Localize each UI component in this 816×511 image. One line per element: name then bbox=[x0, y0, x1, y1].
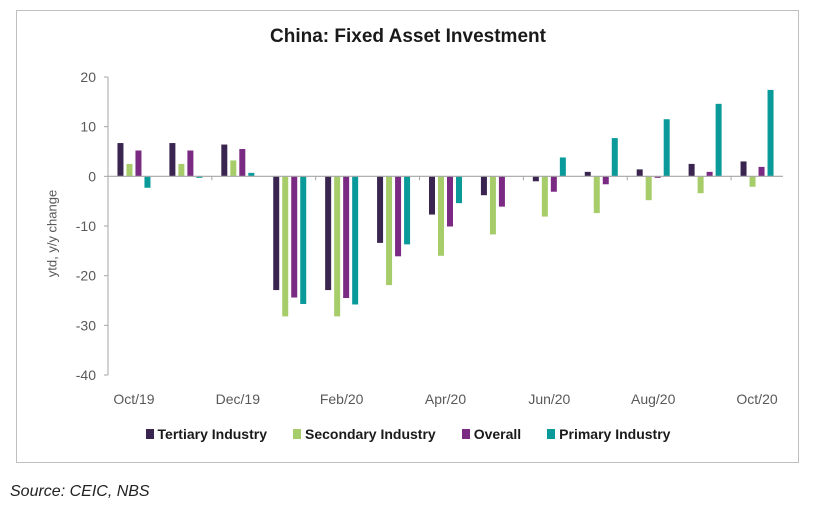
bar-secondary-industry bbox=[334, 176, 341, 317]
x-tick-label: Oct/19 bbox=[113, 391, 154, 407]
legend-swatch bbox=[461, 429, 470, 439]
bar-tertiary-industry bbox=[325, 176, 332, 291]
x-tick-label: Oct/20 bbox=[736, 391, 777, 407]
x-tick-label: Dec/19 bbox=[216, 391, 261, 407]
bar-tertiary-industry bbox=[480, 176, 487, 196]
x-tick-label: Feb/20 bbox=[320, 391, 364, 407]
bar-tertiary-industry bbox=[117, 143, 124, 177]
bar-primary-industry bbox=[196, 176, 203, 178]
y-tick-label: -30 bbox=[76, 317, 96, 333]
bar-overall bbox=[758, 166, 765, 177]
bar-overall bbox=[498, 176, 505, 207]
bar-secondary-industry bbox=[749, 176, 756, 187]
bar-tertiary-industry bbox=[273, 176, 280, 291]
y-tick-label: -10 bbox=[76, 218, 96, 234]
bar-overall bbox=[602, 176, 609, 185]
legend-swatch bbox=[145, 429, 154, 439]
bar-tertiary-industry bbox=[169, 143, 176, 177]
bar-overall bbox=[447, 176, 453, 227]
legend-item: Primary Industry bbox=[547, 426, 670, 442]
bar-overall bbox=[550, 176, 557, 192]
y-tick-label: 20 bbox=[80, 69, 96, 85]
x-tick-label: Apr/20 bbox=[425, 391, 466, 407]
bar-primary-industry bbox=[663, 119, 670, 177]
bar-overall bbox=[135, 150, 142, 177]
chart-title: China: Fixed Asset Investment bbox=[270, 26, 546, 47]
bar-overall bbox=[343, 176, 350, 299]
legend-swatch bbox=[547, 429, 556, 439]
y-tick-label: 0 bbox=[88, 168, 96, 184]
bar-tertiary-industry bbox=[740, 161, 747, 177]
bar-secondary-industry bbox=[126, 163, 133, 177]
bar-tertiary-industry bbox=[584, 171, 591, 177]
legend-label: Primary Industry bbox=[559, 426, 671, 442]
bar-secondary-industry bbox=[541, 176, 548, 217]
bar-primary-industry bbox=[611, 138, 618, 177]
bar-secondary-industry bbox=[282, 176, 289, 317]
legend-item: Tertiary Industry bbox=[145, 426, 267, 442]
bar-tertiary-industry bbox=[688, 163, 695, 177]
legend-label: Secondary Industry bbox=[304, 426, 436, 442]
x-tick-label: Jun/20 bbox=[528, 391, 570, 407]
legend-item: Secondary Industry bbox=[292, 426, 436, 442]
x-tick-label: Aug/20 bbox=[631, 391, 676, 407]
legend-label: Overall bbox=[473, 426, 522, 442]
bar-primary-industry bbox=[144, 176, 151, 188]
bar-primary-industry bbox=[456, 176, 462, 204]
bar-primary-industry bbox=[352, 176, 359, 305]
legend-item: Overall bbox=[461, 426, 522, 442]
bar-secondary-industry bbox=[645, 176, 652, 201]
legend: Tertiary Industry Secondary Industry Overa… bbox=[0, 426, 816, 442]
bar-tertiary-industry bbox=[377, 176, 384, 243]
bar-overall bbox=[654, 176, 661, 178]
bar-secondary-industry bbox=[230, 160, 237, 177]
bar-secondary-industry bbox=[438, 176, 444, 256]
bar-primary-industry bbox=[248, 172, 255, 177]
source-note: Source: CEIC, NBS bbox=[10, 483, 150, 500]
bar-tertiary-industry bbox=[636, 169, 643, 177]
bar-overall bbox=[291, 176, 298, 298]
y-tick-label: -40 bbox=[76, 367, 96, 383]
bar-overall bbox=[706, 171, 713, 177]
y-tick-label: 10 bbox=[80, 119, 96, 135]
bar-overall bbox=[187, 150, 194, 177]
chart-frame bbox=[16, 10, 799, 463]
bar-secondary-industry bbox=[697, 176, 704, 194]
bar-primary-industry bbox=[559, 157, 566, 177]
bar-primary-industry bbox=[767, 89, 774, 177]
bar-tertiary-industry bbox=[429, 176, 435, 215]
legend-label: Tertiary Industry bbox=[157, 426, 267, 442]
bar-overall bbox=[395, 176, 402, 257]
bar-secondary-industry bbox=[489, 176, 496, 235]
legend-swatch bbox=[292, 429, 301, 439]
bar-secondary-industry bbox=[593, 176, 600, 214]
bar-secondary-industry bbox=[386, 176, 393, 286]
bar-tertiary-industry bbox=[532, 176, 539, 182]
y-tick-label: -20 bbox=[76, 268, 96, 284]
bar-primary-industry bbox=[404, 176, 411, 245]
bar-overall bbox=[239, 149, 246, 177]
bar-tertiary-industry bbox=[221, 144, 228, 177]
bar-secondary-industry bbox=[178, 163, 185, 177]
bar-primary-industry bbox=[715, 103, 722, 177]
bar-primary-industry bbox=[300, 176, 307, 304]
